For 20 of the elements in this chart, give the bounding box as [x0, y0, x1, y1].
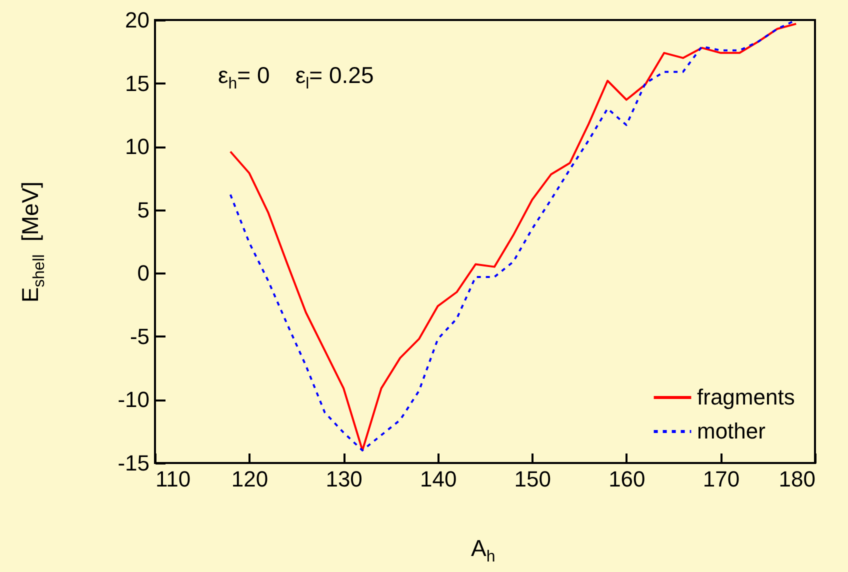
annotation: ε$_{h}$= 0 ε$_{l}$= 0.25 [218, 62, 374, 94]
y-tick-label: -5 [130, 324, 150, 349]
y-tick-label: -15 [118, 450, 150, 476]
x-tick-label: 140 [420, 466, 457, 492]
x-tick-label: 160 [608, 466, 646, 492]
x-tick-label: 150 [514, 466, 551, 492]
y-tick-label: -10 [118, 387, 150, 412]
x-tick-label: 180 [778, 466, 816, 492]
y-tick-label: 20 [125, 8, 150, 32]
y-tick-label: 15 [125, 70, 150, 96]
x-tick-label: 130 [326, 466, 362, 492]
x-tick-label: 120 [231, 466, 268, 492]
legend-label: fragments [697, 384, 795, 410]
y-tick-label: 0 [137, 260, 150, 286]
y-tick-label: 5 [137, 197, 150, 222]
x-tick-label: 170 [702, 466, 740, 492]
legend-label: mother [697, 418, 766, 444]
y-tick-label: 10 [125, 134, 150, 160]
x-tick-label: 110 [156, 466, 191, 492]
x-axis-title: A$_{h}$ [471, 535, 496, 567]
